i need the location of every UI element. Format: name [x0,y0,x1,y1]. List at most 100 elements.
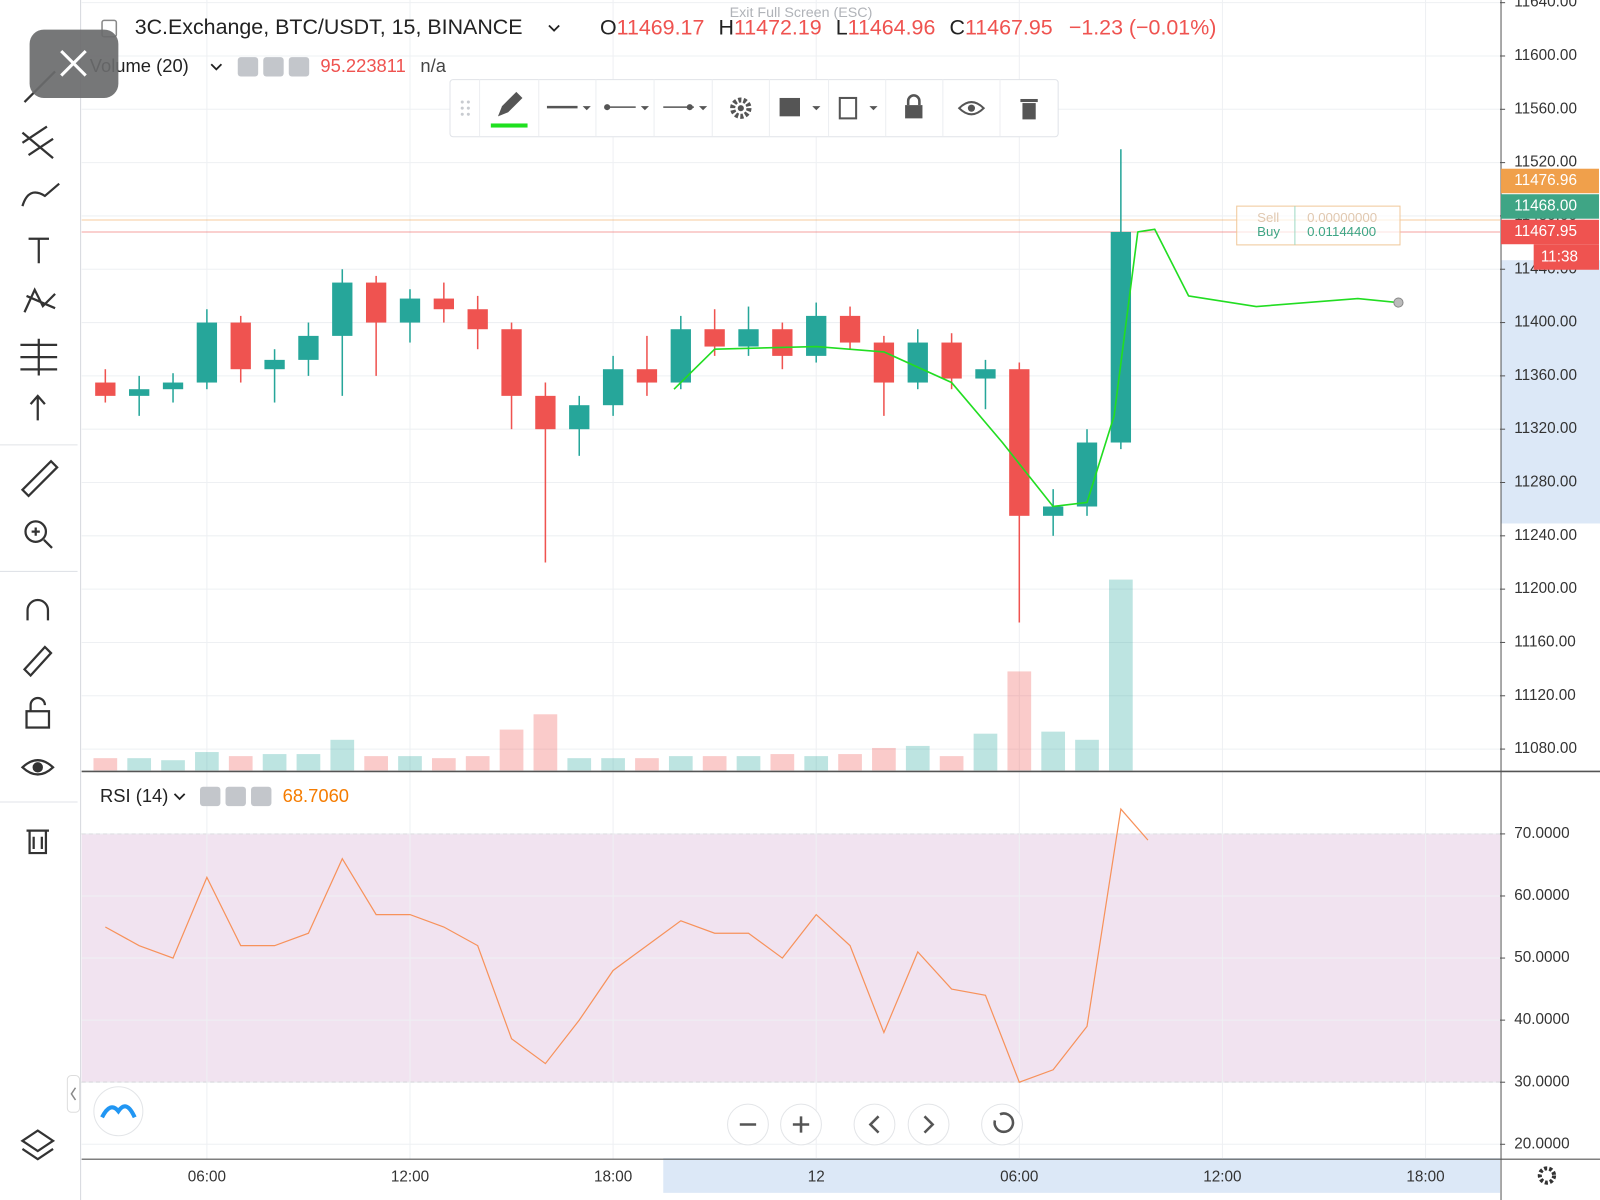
settings-gear[interactable] [1537,1166,1557,1185]
volume-bar [195,752,219,771]
ohlc-value: 11464.96 [848,15,936,39]
delete[interactable] [1020,98,1038,120]
candle-body [95,382,116,396]
legend-buttons[interactable] [237,57,310,77]
brush-tool[interactable] [21,182,60,207]
drawing-curve [673,228,1399,508]
ohlc-value: 11469.17 [617,15,705,39]
y-tick-label: 11400.00 [1514,314,1577,331]
volume-bar [499,729,524,771]
countdown-bg [1533,244,1599,270]
sell-qty: 0.00000000 [1307,210,1377,225]
exit-fullscreen[interactable]: Exit Full Screen (ESC) [730,5,873,21]
line-style[interactable] [546,105,591,111]
volume-bar [1041,731,1066,771]
candle-body [1009,369,1030,516]
price-tag [1501,168,1599,194]
zoom-tool[interactable] [24,520,53,549]
remove-drawings[interactable] [26,829,49,855]
ohlc-label: H [718,15,733,39]
price-tag-label: 11468.00 [1514,198,1577,215]
line-start[interactable] [604,104,649,111]
clone[interactable] [838,96,878,120]
layers[interactable] [779,97,821,117]
y-tick-label: 70.0000 [1514,825,1569,842]
zoom-in[interactable] [780,1103,822,1146]
axis-highlight [1501,260,1600,524]
volume-bar [330,739,355,771]
order-box[interactable]: Sell 0.00000000 Buy 0.01144400 [1236,205,1401,246]
scroll-right[interactable] [907,1103,950,1146]
candle-body [196,322,218,383]
separators [479,79,1001,137]
volume-na: n/a [420,55,446,76]
hide-drawings[interactable] [20,759,55,776]
dropdown[interactable] [548,24,560,32]
arrow-tool[interactable] [29,394,46,421]
ohlc-label: L [836,15,848,39]
scroll-left[interactable] [853,1103,896,1146]
close-button[interactable] [29,29,119,98]
ruler-tool[interactable] [20,459,59,498]
candle-body [738,329,759,347]
symbol[interactable]: 3C.Exchange, BTC/USDT, 15, BINANCE [135,15,523,39]
volume-bar [533,714,558,771]
volume-bar [127,758,152,771]
reset-chart[interactable] [981,1103,1023,1146]
y-tick-label: 11320.00 [1514,420,1577,437]
rsi-title[interactable]: RSI (14) [100,785,168,806]
x-tick-label: 12 [808,1169,825,1186]
volume-bar [1007,671,1032,771]
candle-body [941,342,962,379]
y-tick-label: 30.0000 [1514,1073,1569,1090]
candle-body [162,382,184,390]
dropdown[interactable] [210,63,223,71]
stay-drawing[interactable] [22,645,53,678]
volume-bar [736,756,761,771]
dropdown[interactable] [173,793,186,801]
x-tick-label: 18:00 [1406,1169,1444,1186]
fib-tool[interactable] [21,125,54,160]
logo[interactable] [93,1086,144,1137]
volume-bar [567,758,592,771]
y-tick-label: 11240.00 [1514,527,1577,544]
collapse-toolbar[interactable] [66,1075,81,1113]
price-tag [1501,194,1599,219]
price-tag-label: 11476.96 [1514,172,1577,189]
volume-bar [668,756,693,771]
lock[interactable] [905,94,923,119]
zoom-out[interactable] [727,1103,769,1146]
text-tool[interactable] [28,237,49,264]
volume-bar [635,758,659,771]
prediction-tool[interactable] [20,338,58,376]
candle-body [806,315,827,356]
volume-bar [1075,739,1099,771]
pattern-tool[interactable] [23,287,56,313]
ohlc-value: 11467.95 [965,15,1053,39]
buy-qty: 0.01144400 [1307,224,1376,239]
volume-bar [296,754,321,771]
y-tick-label: 11560.00 [1514,100,1577,117]
candle-body [873,342,895,383]
candle-body [636,369,658,383]
rsi-line [105,807,1149,1083]
visibility[interactable] [957,101,986,116]
change: −1.23 (−0.01%) [1069,15,1217,39]
candle-body [1043,506,1064,516]
y-tick-label: 11160.00 [1514,633,1576,650]
legend-buttons[interactable] [200,786,272,807]
settings[interactable] [730,97,752,119]
line-end[interactable] [663,104,708,111]
object-tree[interactable] [20,1129,56,1161]
pen-tool[interactable] [490,91,528,128]
ohlc-label: C [949,15,964,39]
plot-area [81,0,1500,1160]
candle-body [332,282,353,336]
y-tick-label: 11600.00 [1514,47,1577,64]
candle-body [569,405,590,430]
candle-body [670,329,691,383]
magnet-tool[interactable] [26,598,50,621]
lock-drawings[interactable] [25,696,51,729]
drag-handle[interactable] [460,100,470,116]
